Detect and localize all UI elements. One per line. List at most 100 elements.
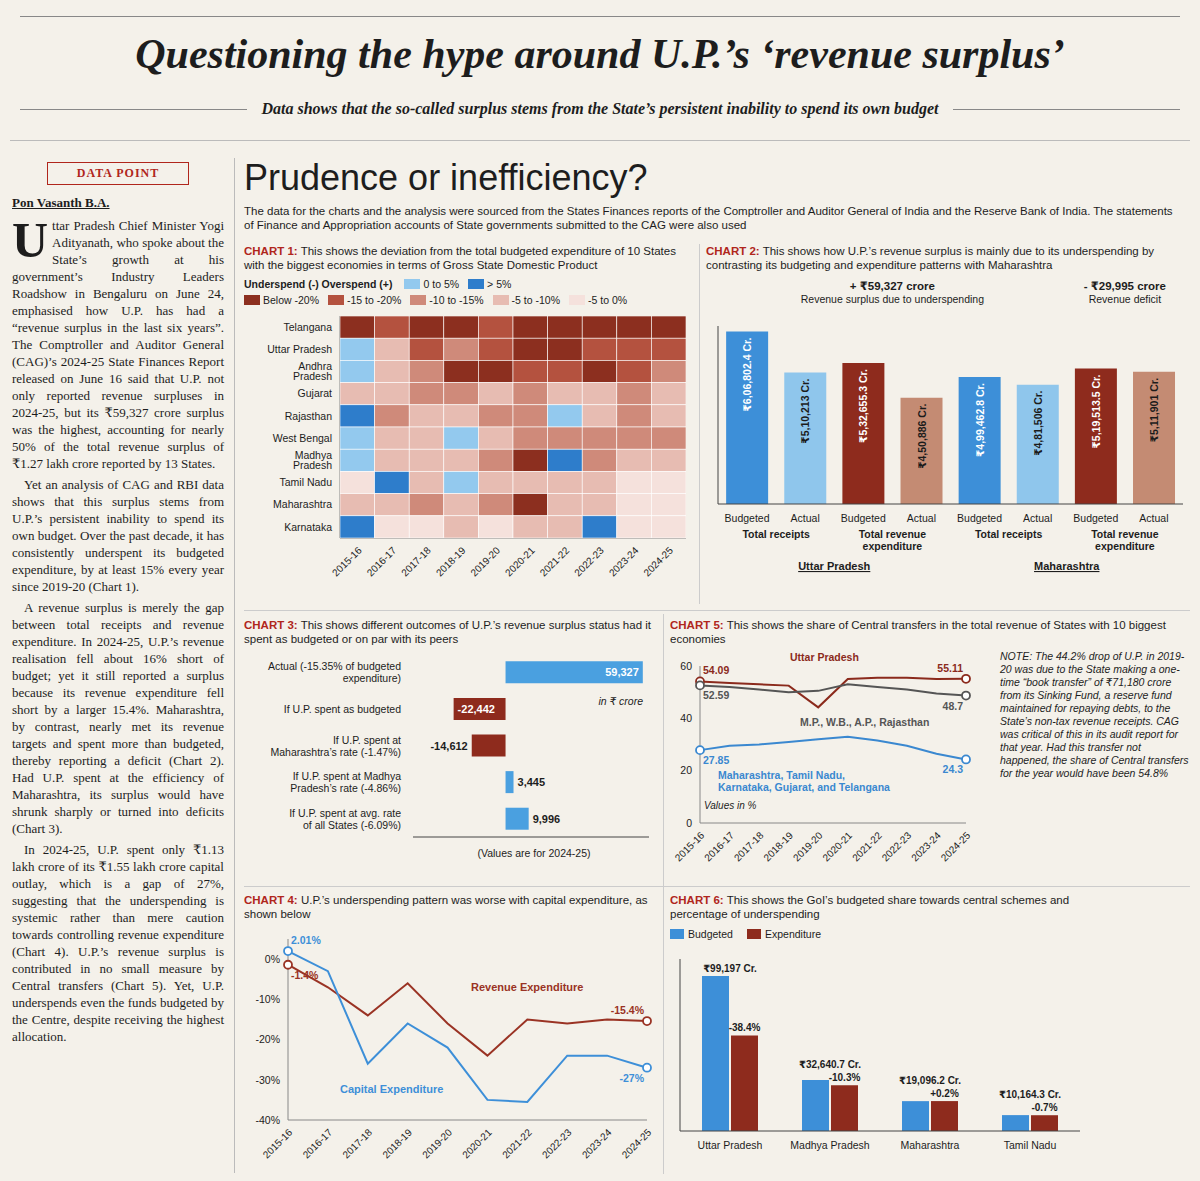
svg-text:₹4,81,506 Cr.: ₹4,81,506 Cr. bbox=[1032, 391, 1044, 456]
svg-text:2016-17: 2016-17 bbox=[301, 1126, 335, 1160]
svg-text:₹6,06,802.4 Cr.: ₹6,06,802.4 Cr. bbox=[741, 338, 753, 412]
svg-text:27.85: 27.85 bbox=[703, 754, 729, 766]
svg-text:Actual: Actual bbox=[907, 512, 936, 524]
svg-text:2018-19: 2018-19 bbox=[434, 544, 468, 578]
svg-text:2023-24: 2023-24 bbox=[909, 829, 943, 863]
svg-text:Budgeted: Budgeted bbox=[841, 512, 886, 524]
svg-text:2021-22: 2021-22 bbox=[538, 544, 572, 578]
svg-text:If U.P. spent at: If U.P. spent at bbox=[333, 734, 401, 746]
svg-text:2019-20: 2019-20 bbox=[420, 1126, 454, 1160]
svg-text:Pradesh’s rate (-4.86%): Pradesh’s rate (-4.86%) bbox=[290, 782, 401, 794]
svg-text:-38.4%: -38.4% bbox=[729, 1022, 761, 1033]
svg-text:AndhraPradesh: AndhraPradesh bbox=[293, 360, 332, 383]
svg-text:2020-21: 2020-21 bbox=[820, 829, 854, 863]
svg-text:expenditure): expenditure) bbox=[343, 672, 401, 684]
svg-text:-15.4%: -15.4% bbox=[611, 1004, 645, 1016]
svg-text:Gujarat: Gujarat bbox=[298, 387, 333, 399]
svg-text:₹5,11,901 Cr.: ₹5,11,901 Cr. bbox=[1148, 378, 1160, 443]
svg-text:Uttar Pradesh: Uttar Pradesh bbox=[798, 560, 870, 572]
svg-text:9,996: 9,996 bbox=[533, 813, 561, 825]
svg-text:If U.P. spent as budgeted: If U.P. spent as budgeted bbox=[284, 703, 401, 715]
svg-text:₹10,164.3 Cr.: ₹10,164.3 Cr. bbox=[999, 1089, 1061, 1100]
svg-text:Actual: Actual bbox=[1139, 512, 1168, 524]
svg-text:Maharashtra: Maharashtra bbox=[1034, 560, 1100, 572]
svg-text:If U.P. spent at Madhya: If U.P. spent at Madhya bbox=[293, 770, 402, 782]
svg-text:₹19,096.2 Cr.: ₹19,096.2 Cr. bbox=[899, 1075, 961, 1086]
svg-text:52.59: 52.59 bbox=[703, 689, 729, 701]
svg-text:Uttar Pradesh: Uttar Pradesh bbox=[698, 1139, 763, 1151]
svg-text:-27%: -27% bbox=[619, 1072, 644, 1084]
svg-text:2017-18: 2017-18 bbox=[340, 1126, 374, 1160]
svg-text:54.09: 54.09 bbox=[703, 664, 729, 676]
svg-text:₹99,197 Cr.: ₹99,197 Cr. bbox=[703, 963, 757, 974]
svg-text:MadhyaPradesh: MadhyaPradesh bbox=[293, 449, 332, 472]
svg-text:+0.2%: +0.2% bbox=[930, 1088, 959, 1099]
svg-text:2015-16: 2015-16 bbox=[673, 829, 707, 863]
svg-text:Total revenue: Total revenue bbox=[859, 528, 927, 540]
svg-text:2022-23: 2022-23 bbox=[540, 1126, 574, 1160]
svg-text:₹5,10,213 Cr.: ₹5,10,213 Cr. bbox=[799, 378, 811, 443]
svg-text:-22,442: -22,442 bbox=[458, 703, 495, 715]
svg-text:-20%: -20% bbox=[255, 1033, 280, 1045]
svg-text:2015-16: 2015-16 bbox=[261, 1126, 295, 1160]
svg-text:2019-20: 2019-20 bbox=[791, 829, 825, 863]
svg-text:2017-18: 2017-18 bbox=[732, 829, 766, 863]
svg-text:2018-19: 2018-19 bbox=[380, 1126, 414, 1160]
svg-text:48.7: 48.7 bbox=[943, 700, 964, 712]
svg-text:Tamil Nadu: Tamil Nadu bbox=[1004, 1139, 1057, 1151]
svg-text:Maharashtra: Maharashtra bbox=[901, 1139, 960, 1151]
svg-text:-10.3%: -10.3% bbox=[829, 1072, 861, 1083]
svg-text:-14,612: -14,612 bbox=[430, 740, 467, 752]
svg-text:expenditure: expenditure bbox=[863, 540, 923, 552]
svg-text:Karnataka: Karnataka bbox=[284, 521, 332, 533]
svg-text:3,445: 3,445 bbox=[518, 776, 546, 788]
svg-text:-10%: -10% bbox=[255, 993, 280, 1005]
svg-text:Budgeted: Budgeted bbox=[957, 512, 1002, 524]
svg-text:₹4,99,462.8 Cr.: ₹4,99,462.8 Cr. bbox=[974, 383, 986, 457]
svg-text:2020-21: 2020-21 bbox=[503, 544, 537, 578]
svg-text:2024-25: 2024-25 bbox=[641, 544, 675, 578]
svg-text:2015-16: 2015-16 bbox=[330, 544, 364, 578]
svg-text:2017-18: 2017-18 bbox=[399, 544, 433, 578]
svg-text:59,327: 59,327 bbox=[605, 666, 639, 678]
svg-text:expenditure: expenditure bbox=[1095, 540, 1155, 552]
svg-text:2022-23: 2022-23 bbox=[572, 544, 606, 578]
svg-text:2.01%: 2.01% bbox=[291, 934, 321, 946]
svg-text:2022-23: 2022-23 bbox=[880, 829, 914, 863]
svg-text:0%: 0% bbox=[265, 953, 280, 965]
svg-text:2024-25: 2024-25 bbox=[939, 829, 973, 863]
svg-text:Total receipts: Total receipts bbox=[742, 528, 810, 540]
svg-text:Rajasthan: Rajasthan bbox=[285, 410, 332, 422]
svg-text:-1.4%: -1.4% bbox=[291, 969, 319, 981]
svg-text:2018-19: 2018-19 bbox=[761, 829, 795, 863]
svg-text:Uttar Pradesh: Uttar Pradesh bbox=[267, 343, 332, 355]
svg-text:-30%: -30% bbox=[255, 1074, 280, 1086]
svg-text:2019-20: 2019-20 bbox=[468, 544, 502, 578]
svg-text:0: 0 bbox=[686, 817, 692, 829]
svg-text:40: 40 bbox=[680, 712, 692, 724]
svg-text:Actual: Actual bbox=[1023, 512, 1052, 524]
svg-text:Maharashtra’s rate (-1.47%): Maharashtra’s rate (-1.47%) bbox=[270, 746, 401, 758]
svg-text:Actual: Actual bbox=[791, 512, 820, 524]
svg-text:West Bengal: West Bengal bbox=[273, 432, 332, 444]
svg-text:2021-22: 2021-22 bbox=[500, 1126, 534, 1160]
svg-text:₹5,19,513.5 Cr.: ₹5,19,513.5 Cr. bbox=[1090, 375, 1102, 449]
svg-text:24.3: 24.3 bbox=[943, 763, 964, 775]
svg-text:Telangana: Telangana bbox=[284, 321, 333, 333]
svg-text:20: 20 bbox=[680, 764, 692, 776]
svg-text:2020-21: 2020-21 bbox=[460, 1126, 494, 1160]
svg-text:₹4,50,886 Cr.: ₹4,50,886 Cr. bbox=[916, 404, 928, 469]
svg-text:2021-22: 2021-22 bbox=[850, 829, 884, 863]
svg-text:Tamil Nadu: Tamil Nadu bbox=[279, 476, 332, 488]
svg-text:55.11: 55.11 bbox=[937, 662, 963, 674]
svg-text:-40%: -40% bbox=[255, 1114, 280, 1126]
svg-text:Madhya Pradesh: Madhya Pradesh bbox=[790, 1139, 870, 1151]
svg-text:₹32,640.7 Cr.: ₹32,640.7 Cr. bbox=[799, 1059, 861, 1070]
svg-text:Budgeted: Budgeted bbox=[1073, 512, 1118, 524]
svg-text:If U.P. spent at avg. rate: If U.P. spent at avg. rate bbox=[289, 807, 401, 819]
svg-text:2016-17: 2016-17 bbox=[702, 829, 736, 863]
svg-text:2016-17: 2016-17 bbox=[365, 544, 399, 578]
svg-text:2023-24: 2023-24 bbox=[580, 1126, 614, 1160]
svg-text:2023-24: 2023-24 bbox=[607, 544, 641, 578]
svg-text:-0.7%: -0.7% bbox=[1031, 1102, 1057, 1113]
